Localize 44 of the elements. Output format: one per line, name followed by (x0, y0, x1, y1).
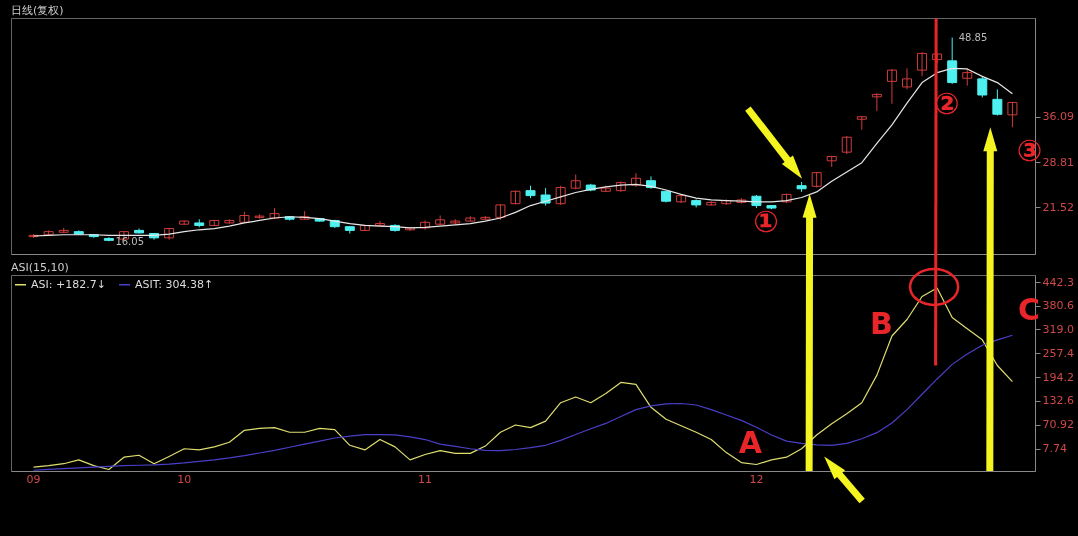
annotation: A (738, 424, 763, 460)
x-tick-label: 09 (26, 472, 41, 486)
y-tick-label: 70.92 (1042, 418, 1074, 432)
candlestick (359, 224, 370, 232)
y-tick-label: 36.09 (1042, 110, 1074, 124)
x-tick-label: 10 (177, 472, 192, 486)
candlestick (164, 227, 175, 241)
annotation: B (869, 305, 893, 341)
line-series (32, 287, 1014, 471)
candlestick (886, 68, 897, 105)
annotation: ① (753, 203, 779, 239)
candlestick (374, 220, 385, 227)
y-tick-label: 194.2 (1042, 370, 1074, 384)
candlestick (420, 219, 431, 231)
line-series (32, 334, 1014, 471)
annotation: 48.85 (958, 32, 988, 44)
candlestick (630, 172, 641, 188)
x-tick-label: 11 (418, 472, 433, 486)
x-tick-label: 12 (749, 472, 764, 486)
candlestick (902, 67, 912, 90)
y-tick-label: 132.6 (1042, 394, 1074, 408)
y-tick-label: 380.6 (1042, 299, 1074, 313)
candlestick (555, 185, 566, 206)
y-tick-label: 21.52 (1042, 200, 1074, 214)
chart-title: 日线(复权) (11, 4, 64, 17)
candlestick (676, 193, 687, 204)
chart-title: ASI(15,10) (11, 261, 69, 274)
candlestick (947, 37, 958, 85)
legend-label: ASI: +182.7↓ (31, 277, 106, 291)
y-tick-label: 319.0 (1042, 322, 1074, 336)
legend-label: ASIT: 304.38↑ (135, 277, 214, 291)
candlestick (977, 76, 988, 98)
candlestick (871, 92, 882, 112)
y-tick-label: 28.81 (1042, 155, 1074, 169)
candlestick (992, 88, 1003, 117)
y-tick-label: 257.4 (1042, 346, 1074, 360)
candlestick (1007, 101, 1018, 128)
candlestick (615, 180, 626, 193)
annotation: 16.05 (115, 235, 145, 247)
annotation: ② (933, 85, 960, 121)
candlestick (841, 135, 852, 155)
y-tick-label: 442.3 (1042, 275, 1074, 289)
y-tick-label: 7.74 (1042, 442, 1067, 456)
candlestick (917, 51, 928, 77)
